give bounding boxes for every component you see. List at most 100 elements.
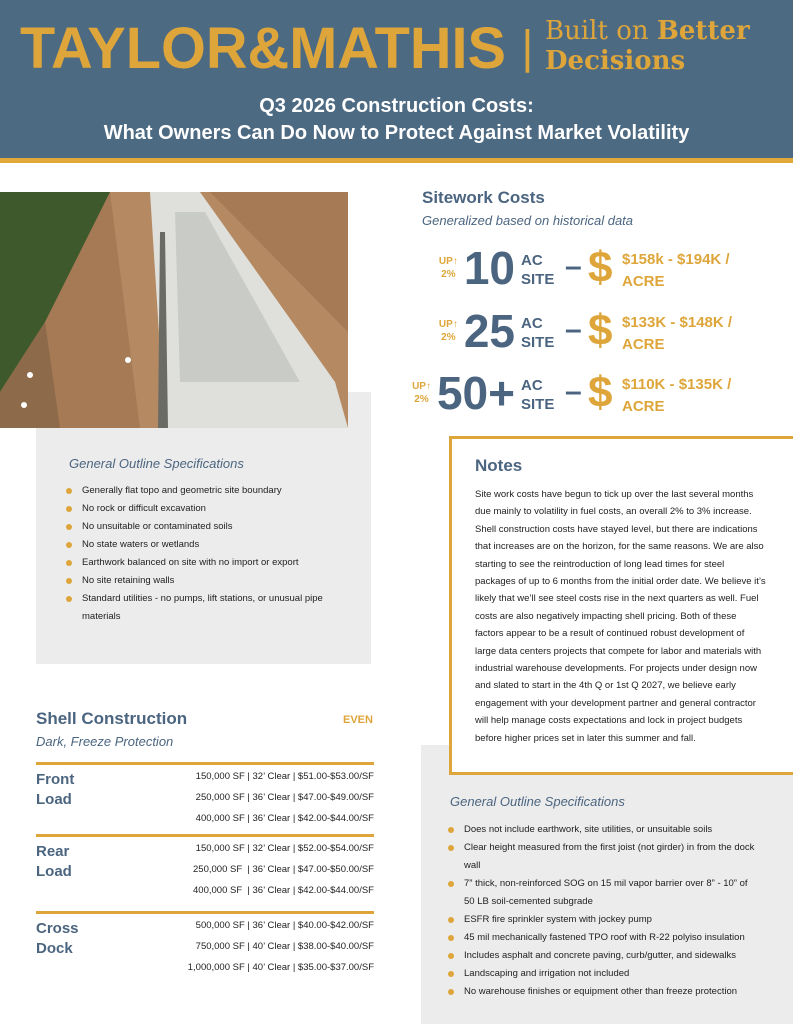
section-subtitle: Generalized based on historical data [422,213,634,228]
price-line: 400,000 SF | 36’ Clear | $42.00-$44.00/S… [195,813,374,824]
change: UP↑ 2% [439,255,458,281]
notes-body: Site work costs have begun to tick up ov… [475,489,766,744]
title: Q3 2026 Construction Costs: What Owners … [0,93,793,147]
spec-title: General Outline Specifications [450,794,625,809]
spec-item: Generally flat topo and geometric site b… [66,482,326,500]
spec-list: Does not include earthwork, site utiliti… [448,821,758,1001]
currency: $ [588,306,613,355]
group-lines: 150,000 SF | 32’ Clear | $51.00-$53.00/S… [196,766,374,829]
unit-line: AC [521,377,543,394]
spec-item: No site retaining walls [66,572,326,590]
spec-item: ESFR fire sprinkler system with jockey p… [448,911,758,929]
spec-item: Standard utilities - no pumps, lift stat… [66,590,326,626]
section-title: Sitework Costs [422,188,545,207]
change: UP↑ 2% [439,318,458,344]
tagline: Built on Better Decisions [545,16,750,76]
range-line: $110K - $135K / [622,376,732,393]
change-label: UP↑ [438,256,458,267]
range-line: ACRE [622,273,665,290]
section-subtitle: Dark, Freeze Protection [36,734,174,749]
price-line: 750,000 SF | 40’ Clear | $38.00-$40.00/S… [195,941,374,952]
size-block: UP↑ 2% 50+ [412,365,515,421]
group-label: Cross Dock [36,920,79,957]
title-line: What Owners Can Do Now to Protect Agains… [103,122,690,144]
header-rule [0,158,793,163]
spec-item: Does not include earthwork, site utiliti… [448,821,758,839]
dash: – [565,313,582,346]
spec-item: No rock or difficult excavation [66,500,326,518]
spec-item: 45 mil mechanically fastened TPO roof wi… [448,929,758,947]
group-lines: 500,000 SF | 36’ Clear | $40.00-$42.00/S… [188,915,374,978]
price-line: 250,000 SF | 36’ Clear | $47.00-$50.00/S… [193,864,374,875]
unit-line: SITE [521,271,555,288]
rule [36,762,374,765]
spec-item: No unsuitable or contaminated soils [66,518,326,536]
site-size: 10 [463,242,515,294]
site-photo [0,192,348,428]
notes-title: Notes [475,456,523,475]
spec-item: 7” thick, non-reinforced SOG on 15 mil v… [448,875,758,911]
logo: TAYLOR&MATHIS [20,16,506,81]
price-line: 1,000,000 SF | 40’ Clear | $35.00-$37.00… [187,962,374,973]
dash: – [565,250,582,283]
range-line: $133K - $148K / [622,314,733,331]
change-pct: 2% [441,269,456,280]
spec-item: Clear height measured from the first joi… [448,839,758,875]
unit: AC SITE [521,314,554,352]
spec-panel [421,745,793,1024]
spec-item: No warehouse finishes or equipment other… [448,983,758,1001]
cost-row: UP↑ 2% 25 AC SITE – $ $133K - $148K / ACRE [390,303,790,359]
group-label: Front Load [36,771,75,808]
unit-line: SITE [521,396,555,413]
price-line: 500,000 SF | 36’ Clear | $40.00-$42.00/S… [195,920,374,931]
unit-line: AC [521,252,543,269]
unit-line: AC [521,315,543,332]
change: UP↑ 2% [412,380,431,406]
header-band [0,0,793,158]
change-label: UP↑ [438,319,458,330]
price-line: 150,000 SF | 32’ Clear | $52.00-$54.00/S… [195,843,374,854]
range-line: ACRE [622,336,665,353]
divider: | [520,22,535,73]
cost-row: UP↑ 2% 50+ AC SITE – $ $110K - $135K / ACRE [390,365,790,421]
range: $133K - $148K / ACRE [622,312,732,356]
section-title: Shell Construction [36,709,188,728]
tagline-regular: Built on [545,16,649,46]
size-block: UP↑ 2% 10 [439,240,515,296]
title-line: Q3 2026 Construction Costs: [259,95,534,117]
unit: AC SITE [521,251,554,289]
group-lines: 150,000 SF | 32’ Clear | $52.00-$54.00/S… [193,838,374,901]
site-size: 50+ [436,367,515,419]
range-line: ACRE [622,398,665,415]
rule [36,911,374,914]
spec-item: No state waters or wetlands [66,536,326,554]
status: EVEN [343,714,373,726]
spec-item: Landscaping and irrigation not included [448,965,758,983]
spec-title: General Outline Specifications [69,456,244,471]
range-line: $158k - $194K / [622,251,730,268]
unit: AC SITE [521,376,554,414]
site-size: 25 [463,305,515,357]
range: $158k - $194K / ACRE [622,249,730,293]
spec-item: Includes asphalt and concrete paving, cu… [448,947,758,965]
range: $110K - $135K / ACRE [622,374,731,418]
change-pct: 2% [414,394,429,405]
spec-panel [36,392,371,664]
notes-box [449,436,793,775]
price-line: 150,000 SF | 32’ Clear | $51.00-$53.00/S… [195,771,374,782]
currency: $ [588,368,613,417]
unit-line: SITE [521,334,555,351]
price-line: 400,000 SF | 36’ Clear | $42.00-$44.00/S… [193,885,374,896]
group-label: Rear Load [36,843,72,880]
spec-item: Earthwork balanced on site with no impor… [66,554,326,572]
size-block: UP↑ 2% 25 [439,303,515,359]
change-label: UP↑ [412,381,431,392]
change-pct: 2% [441,332,456,343]
currency: $ [588,243,613,292]
cost-row: UP↑ 2% 10 AC SITE – $ $158k - $194K / ACRE [390,240,790,296]
rule [36,834,374,837]
dash: – [565,375,582,408]
spec-list: Generally flat topo and geometric site b… [66,482,326,626]
price-line: 250,000 SF | 36’ Clear | $47.00-$49.00/S… [195,792,374,803]
